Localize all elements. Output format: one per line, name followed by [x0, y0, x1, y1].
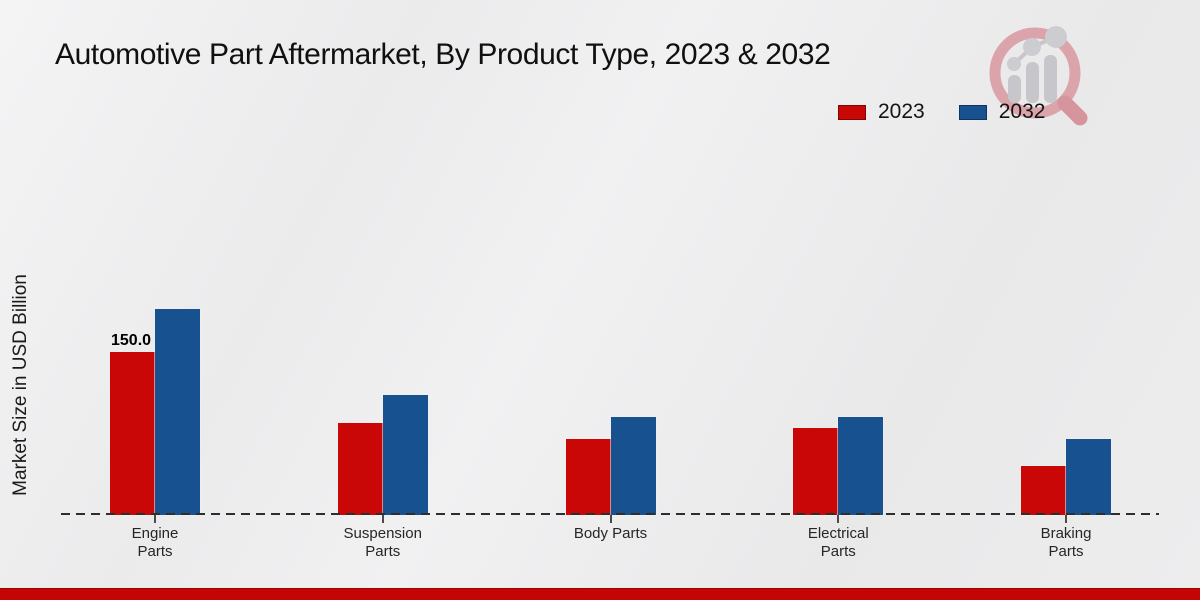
- bar-2032-engine-parts: [155, 308, 200, 515]
- x-axis-tick-electrical-parts: [837, 515, 840, 523]
- legend-label-2032: 2032: [998, 100, 1046, 123]
- x-tick-label-engine-parts: Engine Parts: [131, 525, 179, 560]
- bar-2023-braking-parts: [1021, 466, 1066, 515]
- bar-2032-suspension-parts: [382, 395, 428, 515]
- x-axis-tick-body-parts: [609, 515, 612, 523]
- bar-2023-suspension-parts: [337, 422, 383, 515]
- legend-item-2032: 2032: [958, 100, 1046, 124]
- bar-2023-electrical-parts: [793, 428, 839, 515]
- bar-2023-engine-parts: [110, 352, 155, 515]
- x-tick-label-body-parts: Body Parts: [573, 525, 648, 542]
- chart-title: Automotive Part Aftermarket, By Product …: [55, 38, 831, 71]
- legend-swatch-2023: [838, 104, 866, 120]
- x-axis-tick-braking-parts: [1065, 515, 1067, 523]
- bottom-accent-bar: [0, 588, 1200, 600]
- x-axis-tick-suspension-parts: [381, 515, 384, 523]
- x-axis-tick-engine-parts: [154, 515, 156, 523]
- bar-2032-body-parts: [610, 417, 656, 515]
- bar-2023-body-parts: [565, 438, 611, 515]
- x-tick-label-electrical-parts: Electrical Parts: [807, 525, 869, 560]
- x-tick-label-braking-parts: Braking Parts: [1040, 525, 1092, 560]
- legend: 2023 2032: [838, 100, 1045, 124]
- x-tick-label-suspension-parts: Suspension Parts: [343, 525, 422, 560]
- bar-2032-braking-parts: [1066, 438, 1111, 515]
- bar-value-label: 150.0: [111, 332, 152, 349]
- market-research-future-logo-icon: [989, 26, 1088, 126]
- bar-2032-electrical-parts: [838, 417, 884, 515]
- x-axis-baseline: [61, 513, 1159, 515]
- legend-label-2023: 2023: [878, 100, 925, 123]
- legend-swatch-2032: [958, 104, 987, 120]
- legend-item-2023: 2023: [838, 100, 925, 124]
